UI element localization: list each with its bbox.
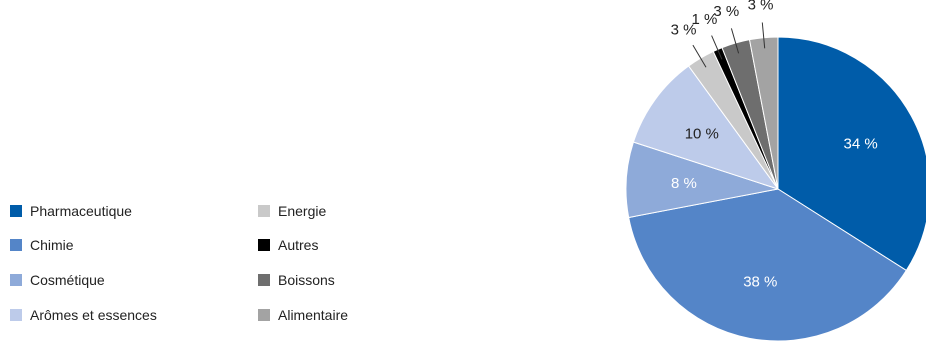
legend-label: Alimentaire: [278, 307, 349, 323]
legend-label: Chimie: [30, 237, 74, 253]
legend-swatch: [10, 205, 22, 217]
slice-value-label: 3 %: [671, 21, 697, 38]
legend-label: Energie: [278, 203, 327, 219]
legend-label: Pharmaceutique: [30, 203, 132, 219]
legend-swatch: [258, 205, 270, 217]
pie-slices: [625, 36, 926, 341]
leader-line: [692, 44, 707, 68]
leader-lines: [692, 22, 766, 68]
legend-item-boissons: Boissons: [258, 270, 335, 290]
pie-slice-chimie: [628, 188, 908, 341]
legend-label: Autres: [278, 237, 319, 253]
slice-labels: 34 %38 %8 %10 %3 %1 %3 % 3 %: [671, 0, 878, 291]
slice-value-label: 38 %: [743, 274, 777, 291]
legend-item-alimentaire: Alimentaire: [258, 305, 348, 325]
legend-swatch: [258, 239, 270, 251]
slice-value-label: 34 %: [843, 136, 877, 153]
legend-item-pharmaceutique: Pharmaceutique: [10, 201, 132, 221]
legend-label: Cosmétique: [30, 272, 105, 288]
leader-line: [761, 22, 766, 49]
legend-item-autres: Autres: [258, 235, 318, 255]
legend-swatch: [10, 274, 22, 286]
slice-value-label: 8 %: [671, 175, 697, 192]
legend-item-chimie: Chimie: [10, 235, 74, 255]
legend-swatch: [10, 309, 22, 321]
legend-item-energie: Energie: [258, 201, 326, 221]
legend-swatch: [258, 309, 270, 321]
legend-label: Arômes et essences: [30, 307, 157, 323]
slice-value-label: 1 %: [691, 11, 717, 28]
leader-line: [730, 28, 740, 54]
legend-label: Boissons: [278, 272, 335, 288]
legend-item-aromes-et-essences: Arômes et essences: [10, 305, 157, 325]
legend-swatch: [258, 274, 270, 286]
pie-slice-aromes-et-essences: [632, 65, 780, 190]
legend-item-cosmetique: Cosmétique: [10, 270, 105, 290]
slice-value-label: 10 %: [685, 126, 719, 143]
legend-swatch: [10, 239, 22, 251]
slice-value-label: 3 %: [748, 0, 774, 13]
slice-value-label: 3 %: [713, 3, 739, 20]
leader-line: [711, 35, 723, 60]
